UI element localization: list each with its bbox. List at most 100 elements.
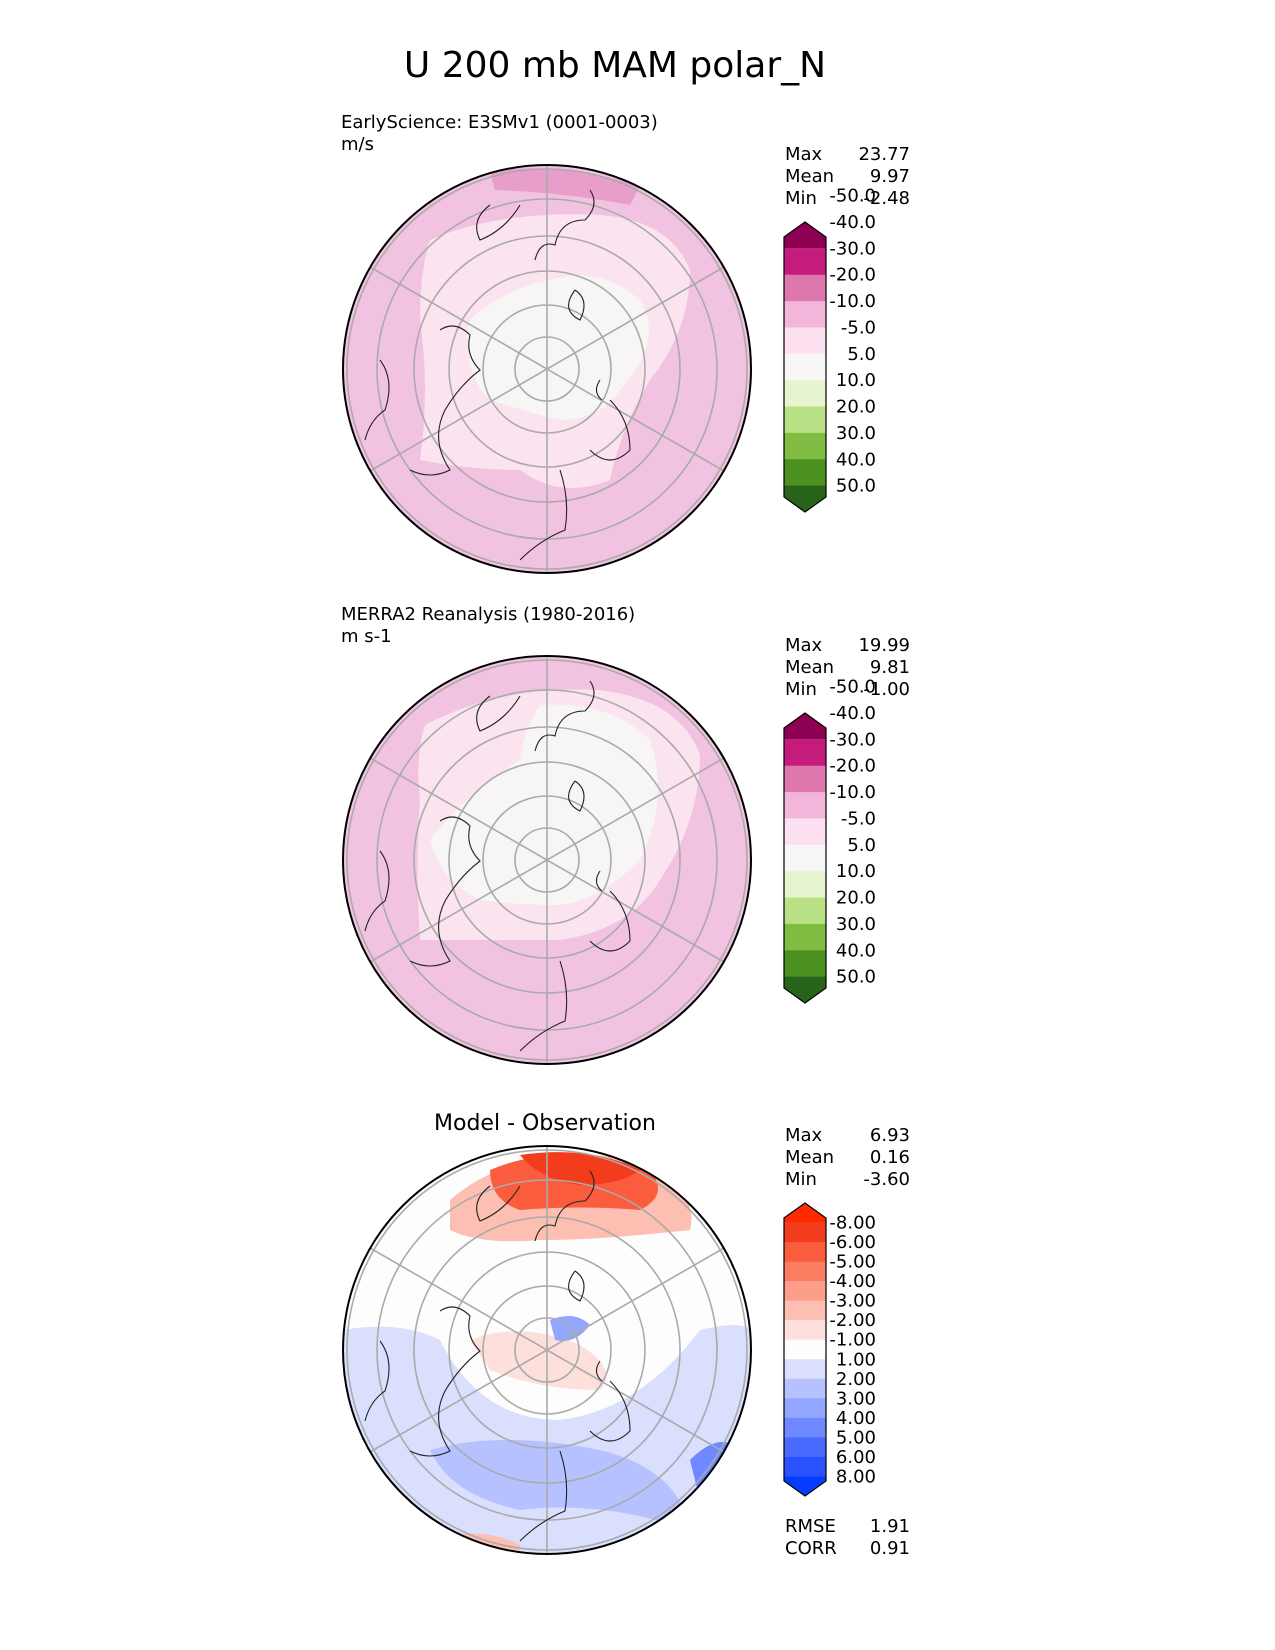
colorbar-tick-label: 5.0 <box>847 344 876 365</box>
panel-model-stats: Max 23.77 Mean 9.97 Min -2.48 <box>785 144 910 209</box>
colorbar-tick-label: -20.0 <box>829 265 876 286</box>
colorbar-tick-label: -5.0 <box>841 317 876 338</box>
panel-diff-boundary <box>342 1145 752 1555</box>
colorbar-tick-label: 6.00 <box>836 1447 876 1468</box>
stat-max-value: 6.93 <box>870 1125 910 1146</box>
colorbar-tick-label: -4.00 <box>829 1271 876 1292</box>
panel-diff-extra-stats: RMSE 1.91 CORR 0.91 <box>785 1516 910 1559</box>
colorbar-tick-label: -3.00 <box>829 1291 876 1312</box>
colorbar-swatch <box>784 976 826 1003</box>
colorbar-swatch <box>784 274 826 302</box>
colorbar-tick-label: 2.00 <box>836 1369 876 1390</box>
stat-min-value: -2.48 <box>863 188 910 209</box>
colorbar-swatch <box>784 301 826 328</box>
colorbar-tick-label: 3.00 <box>836 1388 876 1409</box>
panel-obs-graticule <box>346 656 748 1064</box>
panel-model-coastlines <box>364 189 631 561</box>
colorbar-tick-label: -5.00 <box>829 1252 876 1273</box>
stat-label: Min <box>785 1169 817 1190</box>
colorbar-swatch <box>784 897 826 925</box>
colorbar-tick-label: 50.0 <box>836 476 876 497</box>
stat-label: Min <box>785 679 817 700</box>
colorbar-tick-label: 4.00 <box>836 1408 876 1429</box>
colorbar-swatch <box>784 950 826 978</box>
stat-label: Mean <box>785 166 834 187</box>
panel-diff: Model - Observation Max 6.93 Mean 0. <box>342 1111 910 1559</box>
panel-diff-stats: Max 6.93 Mean 0.16 Min -3.60 <box>785 1125 910 1190</box>
panel-obs: MERRA2 Reanalysis (1980-2016) m s-1 Max … <box>341 604 910 1065</box>
colorbar-swatch <box>784 1456 826 1477</box>
colorbar-tick-label: 10.0 <box>836 370 876 391</box>
field-band-neg5-5 <box>467 275 649 420</box>
stat-label: Max <box>785 144 823 165</box>
colorbar-tick-label: -10.0 <box>829 291 876 312</box>
stat-label: Min <box>785 188 817 209</box>
stat-label: Mean <box>785 657 834 678</box>
field-band-neg3-neg2 <box>430 1440 690 1530</box>
panel-obs-boundary <box>342 655 752 1065</box>
colorbar-tick-label: -1.00 <box>829 1330 876 1351</box>
colorbar-tick-label: -5.0 <box>841 808 876 829</box>
colorbar-swatch <box>784 818 826 846</box>
stat-rmse-value: 1.91 <box>870 1516 910 1537</box>
colorbar-tick-label: -10.0 <box>829 782 876 803</box>
colorbar-swatch <box>784 380 826 408</box>
panel-diff-coastlines <box>364 1170 631 1542</box>
colorbar-tick-label: -6.00 <box>829 1232 876 1253</box>
panel-obs-colorbar: -50.0 -40.0 -30.0 -20.0 -10.0 -5.0 5.0 10.0 20.0… <box>783 677 876 1004</box>
colorbar-tick-label: 8.00 <box>836 1466 876 1487</box>
colorbar-swatch <box>784 1339 826 1360</box>
colorbar-swatch <box>784 1398 826 1419</box>
stat-mean-value: 9.81 <box>870 657 910 678</box>
panel-model-graticule <box>346 165 748 573</box>
panel-model-units: m/s <box>341 134 374 155</box>
figure-title: U 200 mb MAM polar_N <box>404 45 826 86</box>
colorbar-tick-label: -20.0 <box>829 756 876 777</box>
panel-diff-colorbar: -8.00-6.00-5.00-4.00-3.00-2.00-1.001.002… <box>783 1202 876 1497</box>
panel-obs-stats: Max 19.99 Mean 9.81 Min -1.00 <box>785 635 910 700</box>
colorbar-swatch <box>784 353 826 381</box>
colorbar-tick-label: 5.0 <box>847 835 876 856</box>
colorbar-swatch <box>784 327 826 355</box>
colorbar-swatch <box>784 739 826 767</box>
panel-model-title: EarlyScience: E3SMv1 (0001-0003) <box>341 112 658 133</box>
colorbar-tick-label: 5.00 <box>836 1427 876 1448</box>
stat-label: Max <box>785 1125 823 1146</box>
colorbar-swatch <box>784 1261 826 1282</box>
colorbar-swatch <box>784 1300 826 1321</box>
colorbar-swatch <box>784 248 826 276</box>
colorbar-swatch <box>784 1320 826 1341</box>
panel-obs-units: m s-1 <box>341 626 392 647</box>
colorbar-outline <box>783 712 827 1004</box>
stat-label: Mean <box>785 1147 834 1168</box>
panel-diff-title: Model - Observation <box>434 1111 656 1136</box>
colorbar-swatch <box>784 1203 826 1223</box>
colorbar-swatch <box>784 1417 826 1438</box>
colorbar-swatch <box>784 765 826 793</box>
colorbar-tick-label: 50.0 <box>836 967 876 988</box>
colorbar-tick-label: 40.0 <box>836 940 876 961</box>
colorbar-outline <box>783 221 827 513</box>
colorbar-swatch <box>784 1242 826 1263</box>
colorbar-swatch <box>784 713 826 740</box>
stat-max-value: 23.77 <box>858 144 910 165</box>
stat-label: RMSE <box>785 1516 836 1537</box>
colorbar-swatch <box>784 871 826 899</box>
colorbar-tick-label: -50.0 <box>829 186 876 207</box>
panel-obs-title: MERRA2 Reanalysis (1980-2016) <box>341 604 635 625</box>
colorbar-swatch <box>784 1378 826 1399</box>
colorbar-tick-label: 30.0 <box>836 914 876 935</box>
colorbar-swatch <box>784 1281 826 1302</box>
colorbar-tick-label: -50.0 <box>829 677 876 698</box>
colorbar-tick-label: 40.0 <box>836 449 876 470</box>
stat-corr-value: 0.91 <box>870 1538 910 1559</box>
colorbar-tick-label: 1.00 <box>836 1349 876 1370</box>
stat-mean-value: 0.16 <box>870 1147 910 1168</box>
colorbar-tick-label: 10.0 <box>836 861 876 882</box>
panel-model-colorbar: -50.0 -40.0 -30.0 -20.0 -10.0 -5.0 5.0 10.0 20.0… <box>783 186 876 513</box>
field-band-1-2 <box>470 1331 607 1390</box>
colorbar-swatch <box>784 1476 826 1496</box>
colorbar-swatch <box>784 1359 826 1380</box>
stat-min-value: -1.00 <box>863 679 910 700</box>
colorbar-swatch <box>784 406 826 434</box>
